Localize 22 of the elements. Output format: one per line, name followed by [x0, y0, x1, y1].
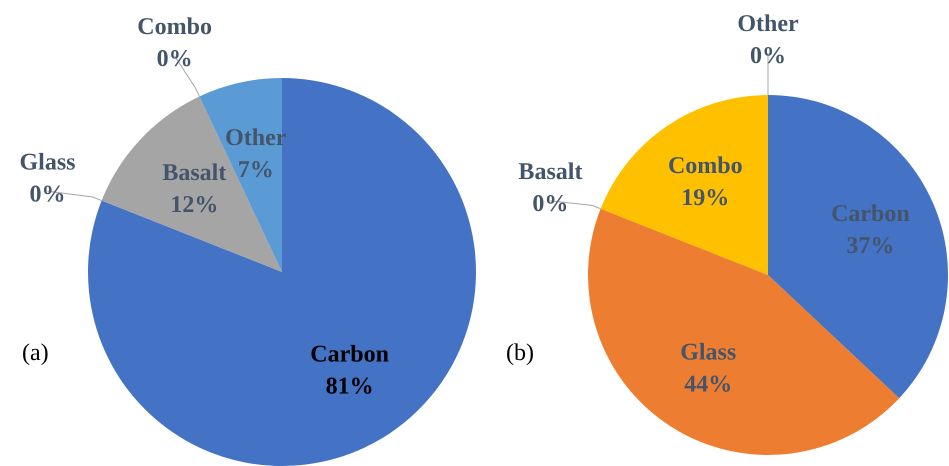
text: 0%	[156, 46, 193, 72]
data-label: 19%	[681, 184, 730, 211]
data-label: 81%	[326, 374, 374, 400]
category-label: Combo	[137, 14, 212, 40]
text: 0%	[532, 191, 568, 218]
data-label: 12%	[170, 192, 218, 218]
slice-label: Carbon	[831, 200, 910, 227]
text: 0%	[30, 181, 66, 208]
category-label: Glass	[20, 149, 76, 176]
text: 0%	[750, 43, 786, 70]
data-label: 37%	[846, 232, 894, 259]
slice-label: Other	[225, 124, 287, 151]
slice-label: Glass	[680, 339, 736, 366]
category-label: Other	[737, 11, 799, 38]
slice-label: Carbon	[310, 342, 389, 368]
slice-label: Combo	[668, 152, 743, 179]
slice-label: Basalt	[162, 160, 226, 186]
data-label: 44%	[684, 371, 732, 398]
category-label: Basalt	[518, 159, 582, 186]
data-label: 7%	[238, 156, 274, 183]
text: (b)	[506, 340, 534, 367]
text: (a)	[22, 340, 49, 367]
